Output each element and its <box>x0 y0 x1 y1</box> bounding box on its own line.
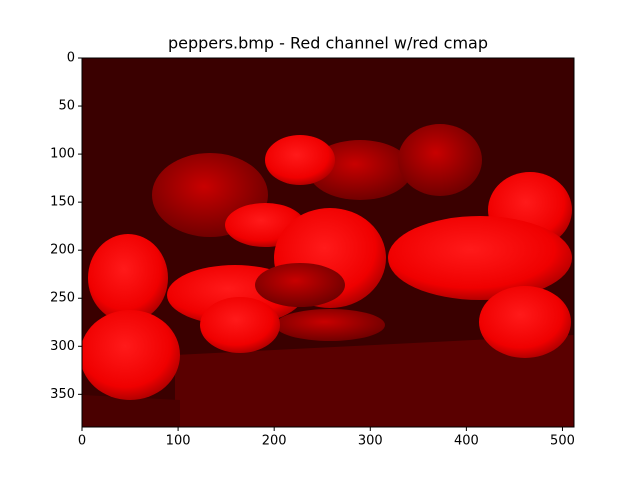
axes-frame <box>81 57 575 428</box>
x-tick-label: 100 <box>166 434 191 449</box>
y-tick-label: 100 <box>50 147 75 162</box>
y-tick-label: 300 <box>50 339 75 354</box>
x-tick-label: 400 <box>454 434 479 449</box>
y-tick-label: 350 <box>50 387 75 402</box>
y-tick-label: 150 <box>50 195 75 210</box>
y-tick-label: 250 <box>50 291 75 306</box>
x-tick-label: 300 <box>358 434 383 449</box>
chart-title: peppers.bmp - Red channel w/red cmap <box>168 34 488 53</box>
y-tick-label: 200 <box>50 243 75 258</box>
x-tick-label: 500 <box>550 434 575 449</box>
x-tick-label: 0 <box>78 434 86 449</box>
y-tick-label: 50 <box>58 99 75 114</box>
y-tick-label: 0 <box>67 51 75 66</box>
x-tick-label: 200 <box>262 434 287 449</box>
image <box>82 58 574 427</box>
